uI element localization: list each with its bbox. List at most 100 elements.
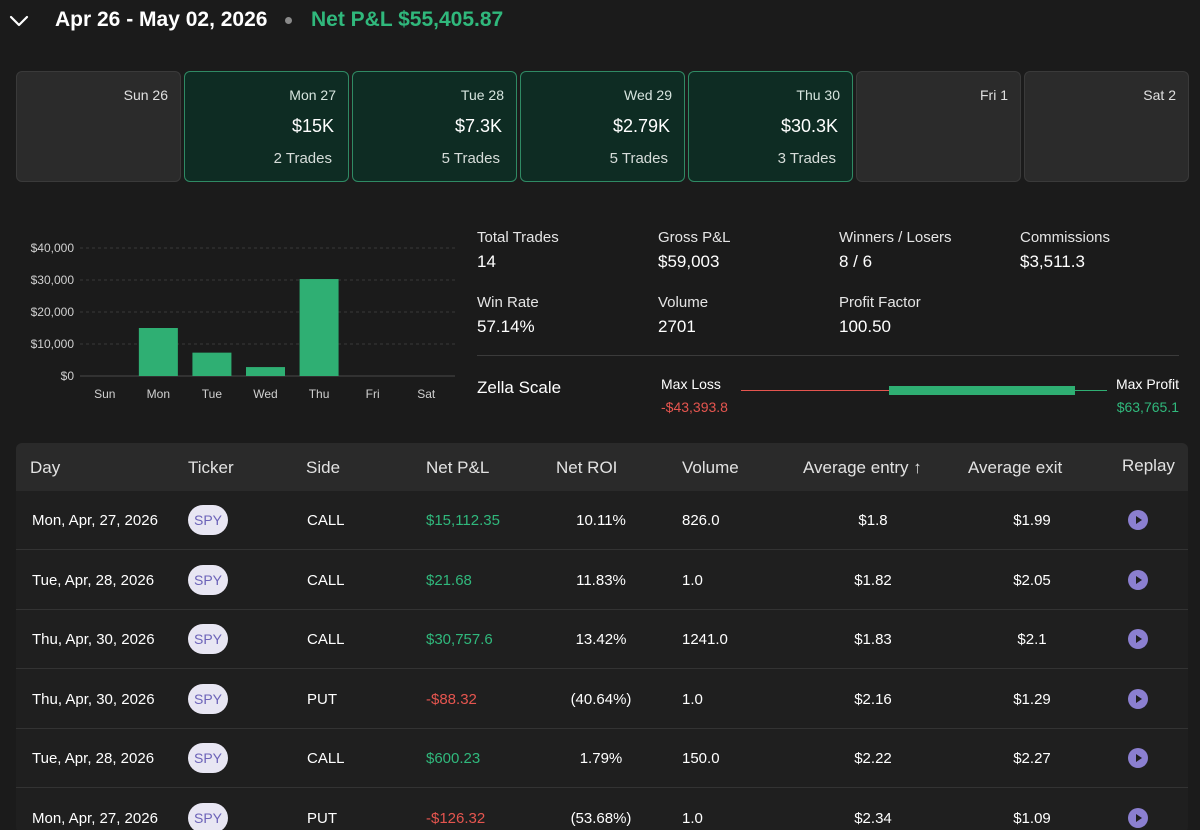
date-range: Apr 26 - May 02, 2026 <box>55 8 268 31</box>
day-card-pl: $15K <box>291 116 334 136</box>
cell-net-pl: -$126.32 <box>426 809 486 827</box>
trades-table: Day Ticker Side Net P&L Net ROI Volume A… <box>16 443 1188 830</box>
stat-gross-pl: Gross P&L $59,003 <box>658 229 731 272</box>
chart-bar-mon[interactable] <box>138 328 178 376</box>
col-header-average-entry[interactable]: Average entry ↑ <box>803 458 922 477</box>
cell-net-pl: -$88.32 <box>426 690 477 708</box>
replay-play-icon[interactable] <box>1128 629 1148 649</box>
stat-commissions: Commissions $3,511.3 <box>1020 229 1110 272</box>
table-row[interactable]: Mon, Apr, 27, 2026 PUT -$126.32 (53.68%) 1.0… <box>16 789 1188 830</box>
replay-play-icon[interactable] <box>1128 569 1148 590</box>
chart-ytick-label: $30,000 <box>31 273 75 287</box>
day-cards: Sun 26 Mon 27 $15K 2 Trades Tue 28 $7.3K 5 Tra… <box>16 71 1190 182</box>
cell-volume: 150.0 <box>682 750 720 767</box>
cell-average-exit: $2.05 <box>1013 571 1051 589</box>
chart-xtick-label: Fri <box>366 387 380 401</box>
day-card-name: Sat 2 <box>1143 87 1176 103</box>
day-card[interactable]: Thu 30 $30.3K 3 Trades <box>688 71 853 182</box>
ticker-badge[interactable]: SPY <box>188 505 228 535</box>
stat-label: Winners / Losers <box>839 229 952 246</box>
chart-ytick-label: $0 <box>61 369 75 383</box>
day-card-name: Mon 27 <box>289 87 336 103</box>
table-row[interactable]: Thu, Apr, 30, 2026 PUT -$88.32 (40.64%) 1.0 $… <box>16 670 1188 729</box>
cell-day: Thu, Apr, 30, 2026 <box>32 631 155 648</box>
day-card-trades: 5 Trades <box>441 150 500 167</box>
day-card[interactable]: Wed 29 $2.79K 5 Trades <box>520 71 685 182</box>
max-loss-label: Max Loss <box>661 376 721 392</box>
cell-volume: 1.0 <box>682 571 703 589</box>
day-card[interactable]: Sun 26 <box>16 71 181 182</box>
table-header: Day Ticker Side Net P&L Net ROI Volume A… <box>16 443 1188 491</box>
stat-profit-factor: Profit Factor 100.50 <box>839 294 921 337</box>
day-card[interactable]: Sat 2 <box>1024 71 1189 182</box>
table-row[interactable]: Thu, Apr, 30, 2026 CALL $30,757.6 13.42% 124… <box>16 610 1188 669</box>
chart-ytick-label: $40,000 <box>31 241 75 255</box>
cell-net-pl: $15,112.35 <box>426 512 500 529</box>
cell-average-exit: $1.99 <box>1013 512 1051 529</box>
cell-net-roi: (40.64%) <box>570 690 632 708</box>
cell-side: CALL <box>307 571 345 589</box>
week-header: Apr 26 - May 02, 2026 Net P&L $55,405.87 <box>0 0 1200 44</box>
stat-winners-losers: Winners / Losers 8 / 6 <box>839 229 952 272</box>
chart-ytick-label: $20,000 <box>31 305 75 319</box>
day-card[interactable]: Mon 27 $15K 2 Trades <box>184 71 349 182</box>
col-header-replay[interactable]: Replay <box>1122 456 1175 475</box>
col-header-net-pl[interactable]: Net P&L <box>426 458 490 477</box>
cell-net-roi: 1.79% <box>579 750 623 767</box>
col-header-net-roi[interactable]: Net ROI <box>556 458 618 477</box>
cell-side: CALL <box>307 512 345 529</box>
col-header-day[interactable]: Day <box>30 458 61 477</box>
ticker-badge[interactable]: SPY <box>188 624 228 654</box>
stat-value: 2701 <box>658 317 696 336</box>
stat-value: 57.14% <box>477 317 535 336</box>
cell-net-pl: $30,757.6 <box>426 631 493 648</box>
max-profit-label: Max Profit <box>1115 376 1179 392</box>
chart-bar-thu[interactable] <box>299 279 339 376</box>
day-card[interactable]: Tue 28 $7.3K 5 Trades <box>352 71 517 182</box>
day-card-pl: $30.3K <box>780 116 838 136</box>
col-header-side[interactable]: Side <box>306 458 341 477</box>
cell-volume: 1241.0 <box>682 631 728 648</box>
table-row[interactable]: Tue, Apr, 28, 2026 CALL $21.68 11.83% 1.0 $1.… <box>16 551 1188 610</box>
stat-value: 100.50 <box>839 317 891 336</box>
ticker-badge[interactable]: SPY <box>188 683 228 714</box>
stat-label: Volume <box>658 294 709 311</box>
stat-volume: Volume 2701 <box>658 294 708 337</box>
cell-side: CALL <box>307 631 345 648</box>
ticker-badge[interactable]: SPY <box>188 564 228 595</box>
separator-dot <box>285 17 292 24</box>
cell-day: Tue, Apr, 28, 2026 <box>32 571 155 589</box>
max-loss-value: -$43,393.8 <box>661 399 728 415</box>
chevron-down-icon[interactable] <box>8 10 30 32</box>
chart-bar-wed[interactable] <box>246 367 285 376</box>
stat-total-trades: Total Trades 14 <box>477 229 559 272</box>
col-header-average-exit[interactable]: Average exit <box>968 458 1063 477</box>
chart-ytick-label: $10,000 <box>31 337 75 351</box>
cell-average-exit: $1.09 <box>1013 809 1051 827</box>
ticker-badge[interactable]: SPY <box>188 743 228 773</box>
replay-play-icon[interactable] <box>1128 688 1148 709</box>
day-card-pl: $2.79K <box>612 116 670 136</box>
table-row[interactable]: Tue, Apr, 28, 2026 CALL $600.23 1.79% 150.0 $… <box>16 729 1188 788</box>
cell-side: PUT <box>307 690 337 708</box>
profit-range-bar <box>889 386 1075 395</box>
replay-play-icon[interactable] <box>1128 510 1148 530</box>
day-card-pl: $7.3K <box>454 116 502 136</box>
cell-net-roi: 10.11% <box>576 512 626 529</box>
cell-average-entry: $2.22 <box>854 750 892 767</box>
ticker-badge[interactable]: SPY <box>188 802 228 830</box>
table-row[interactable]: Mon, Apr, 27, 2026 CALL $15,112.35 10.11% 82… <box>16 491 1188 550</box>
chart-bar-tue[interactable] <box>192 352 232 376</box>
chart-xtick-label: Mon <box>147 387 170 401</box>
replay-play-icon[interactable] <box>1128 748 1148 768</box>
col-header-volume[interactable]: Volume <box>682 458 739 477</box>
col-header-ticker[interactable]: Ticker <box>188 458 234 477</box>
day-card-name: Fri 1 <box>980 87 1008 103</box>
cell-average-exit: $1.29 <box>1013 690 1051 708</box>
day-card[interactable]: Fri 1 <box>856 71 1021 182</box>
day-card-trades: 5 Trades <box>609 150 668 167</box>
replay-play-icon[interactable] <box>1128 807 1148 828</box>
cell-day: Tue, Apr, 28, 2026 <box>32 750 155 767</box>
stats-divider <box>477 355 1179 356</box>
net-pl-total: Net P&L $55,405.87 <box>311 8 504 31</box>
